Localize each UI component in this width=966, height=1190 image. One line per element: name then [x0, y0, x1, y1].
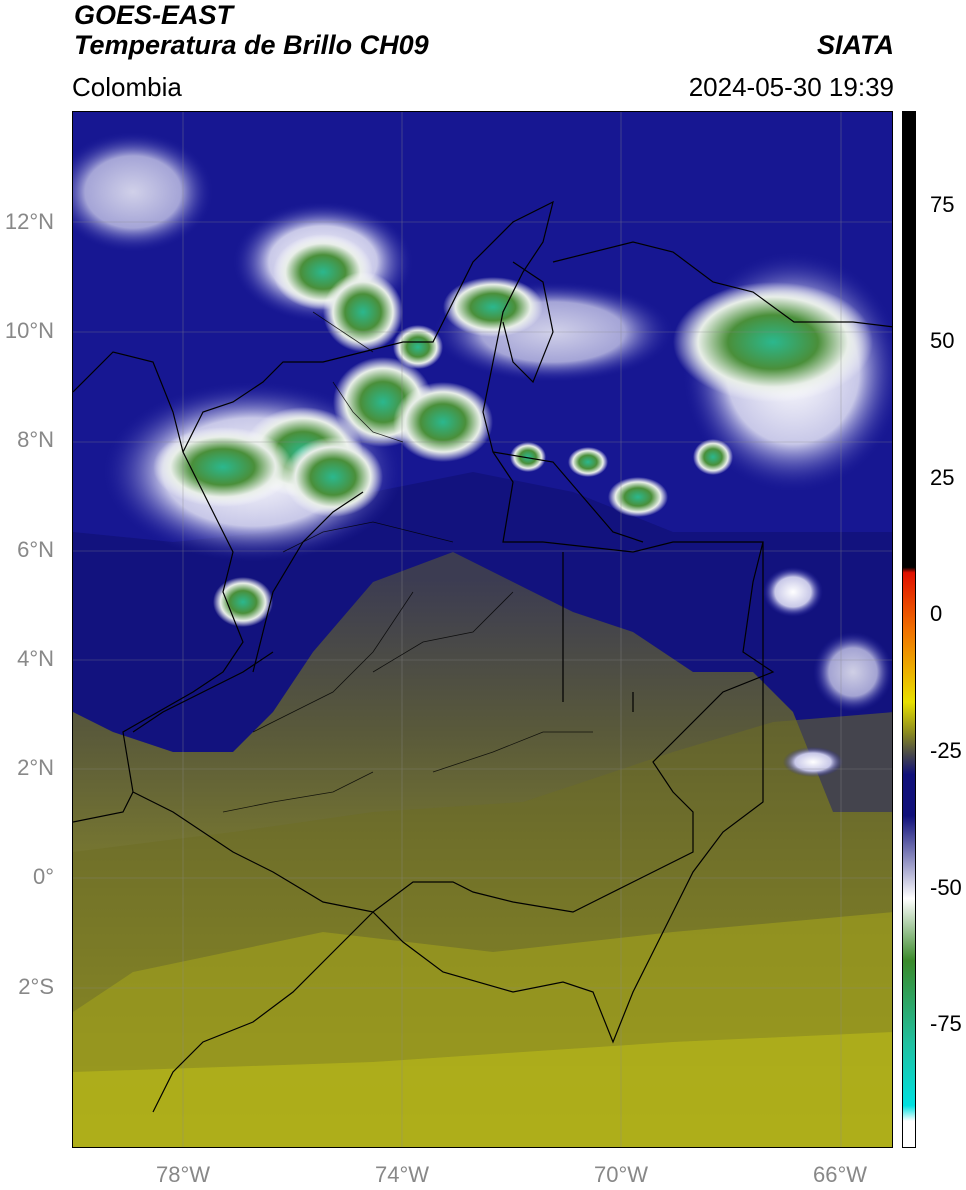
lat-label-12n: 12°N [4, 209, 54, 234]
colorbar-tick-minus-25: -25 [930, 738, 962, 763]
colorbar-tick-0: 0 [930, 601, 943, 626]
colorbar-tick-minus-50: -50 [930, 875, 962, 900]
lon-label-70w: 70°W [593, 1162, 649, 1187]
colorbar-tick-75: 75 [930, 192, 955, 217]
colorbar [902, 111, 916, 1148]
satellite-map[interactable] [72, 111, 893, 1148]
colorbar-tick-minus-75: -75 [930, 1011, 962, 1036]
colorbar-tick-50: 50 [930, 328, 955, 353]
title-line-1: GOES-EAST [74, 0, 234, 30]
lon-label-66w: 66°W [812, 1162, 868, 1187]
organization-label: SIATA [817, 30, 894, 60]
lat-label-4n: 4°N [17, 646, 54, 671]
lat-label-10n: 10°N [4, 318, 54, 343]
lat-label-2s: 2°S [18, 974, 54, 999]
lon-label-74w: 74°W [374, 1162, 430, 1187]
lat-label-6n: 6°N [17, 537, 54, 562]
brightness-temperature-image [73, 112, 892, 1147]
colorbar-tick-25: 25 [930, 465, 955, 490]
lat-label-2n: 2°N [17, 755, 54, 780]
lat-label-0: 0° [32, 864, 54, 889]
region-label: Colombia [72, 72, 182, 102]
timestamp-label: 2024-05-30 19:39 [688, 72, 894, 102]
lat-label-8n: 8°N [17, 427, 54, 452]
title-line-2: Temperatura de Brillo CH09 [74, 30, 429, 60]
lon-label-78w: 78°W [155, 1162, 211, 1187]
